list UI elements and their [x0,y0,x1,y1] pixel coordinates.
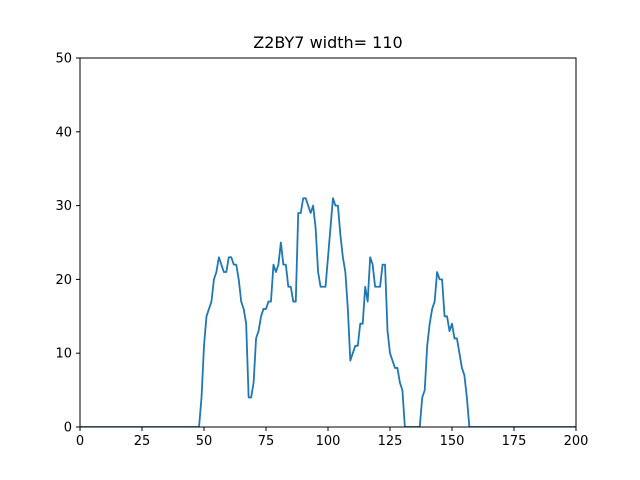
series-line-0 [80,197,576,427]
chart-title: Z2BY7 width= 110 [253,33,402,52]
x-tick-label: 50 [196,434,213,449]
y-tick-label: 0 [64,421,72,436]
x-tick-label: 175 [502,434,527,449]
y-tick-label: 50 [55,52,72,67]
x-tick-label: 100 [316,434,341,449]
x-tick-label: 0 [76,434,84,449]
x-tick-label: 75 [258,434,275,449]
x-tick-label: 125 [378,434,403,449]
x-tick-label: 200 [564,434,589,449]
x-tick-label: 25 [134,434,151,449]
axes: 0 25 50 75 100 125 150 175 200 0 10 20 30 40 50 [55,52,588,450]
y-tick-label: 30 [55,199,72,214]
axes-frame [79,57,577,428]
y-tick-label: 40 [55,125,72,140]
plot-area [80,197,576,427]
y-tick-label: 10 [55,347,72,362]
y-tick-label: 20 [55,273,72,288]
x-tick-label: 150 [440,434,465,449]
